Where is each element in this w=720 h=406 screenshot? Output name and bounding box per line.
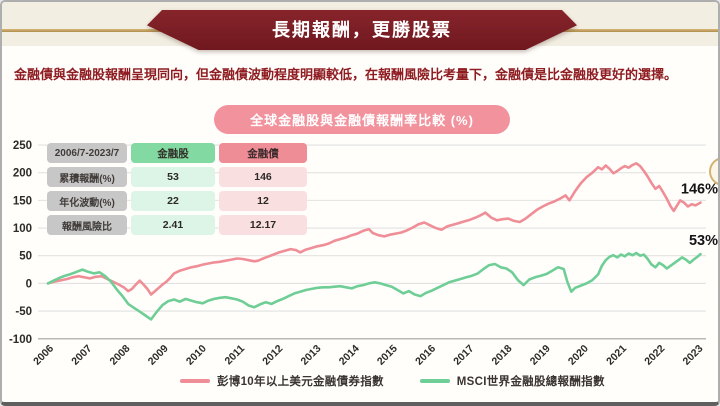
legend-label-bond: 彭博10年以上美元金融債券指數	[217, 376, 384, 388]
svg-text:2006: 2006	[31, 343, 56, 368]
svg-text:-50: -50	[15, 306, 32, 318]
svg-text:150: 150	[13, 195, 32, 207]
table-period-cell: 2006/7-2023/7	[47, 143, 127, 163]
table-value-stock: 2.41	[131, 215, 215, 235]
table-header-stock: 金融股	[131, 143, 215, 163]
legend-item-bond: 彭博10年以上美元金融債券指數	[180, 373, 384, 389]
svg-text:-100: -100	[9, 334, 32, 346]
svg-text:2010: 2010	[184, 343, 209, 368]
svg-text:0: 0	[26, 278, 32, 290]
comparison-table: 2006/7-2023/7 金融股 金融債 累積報酬(%) 53 146 年化波…	[47, 143, 307, 235]
svg-text:2007: 2007	[69, 343, 94, 368]
svg-text:50: 50	[19, 251, 32, 263]
svg-text:2018: 2018	[490, 343, 515, 368]
svg-text:2022: 2022	[642, 343, 667, 368]
svg-text:2021: 2021	[604, 343, 629, 368]
table-header-bond: 金融債	[219, 143, 307, 163]
table-value-bond: 12.17	[219, 215, 307, 235]
svg-text:200: 200	[13, 168, 32, 180]
subtitle-text: 金融債與金融股報酬呈現同向，但金融債波動程度明顯較低，在報酬風險比考量下，金融債…	[14, 67, 678, 82]
svg-text:100: 100	[13, 223, 32, 235]
banner-ribbon: 長期報酬，更勝股票	[147, 10, 577, 50]
svg-text:2019: 2019	[528, 343, 553, 368]
svg-text:2016: 2016	[413, 343, 438, 368]
svg-text:2013: 2013	[299, 343, 324, 368]
banner-ribbon-wrap: 長期報酬，更勝股票	[2, 2, 718, 62]
table-value-stock: 53	[131, 167, 215, 187]
svg-text:53%: 53%	[689, 233, 718, 249]
svg-text:2020: 2020	[566, 343, 591, 368]
stock-line-swatch-icon	[419, 379, 450, 383]
table-row-label: 年化波動(%)	[47, 191, 127, 211]
svg-text:250: 250	[13, 140, 32, 152]
table-row-label: 報酬風險比	[47, 215, 127, 235]
legend-label-stock: MSCI世界金融股總報酬指數	[456, 376, 605, 388]
svg-text:2011: 2011	[223, 343, 248, 368]
table-value-bond: 146	[219, 167, 307, 187]
svg-text:2008: 2008	[108, 343, 133, 368]
svg-text:2023: 2023	[681, 343, 706, 368]
bond-line-swatch-icon	[180, 379, 210, 383]
svg-text:2012: 2012	[260, 343, 285, 368]
svg-text:2017: 2017	[451, 343, 476, 368]
table-value-bond: 12	[219, 191, 307, 211]
chart-legend: 彭博10年以上美元金融債券指數 MSCI世界金融股總報酬指數	[180, 373, 605, 389]
banner-title: 長期報酬，更勝股票	[272, 20, 452, 40]
table-row-label: 累積報酬(%)	[47, 167, 127, 187]
svg-text:2009: 2009	[146, 343, 171, 368]
svg-text:2014: 2014	[337, 343, 362, 368]
chart-title-badge: 全球金融股與金融債報酬率比較 (%)	[214, 105, 510, 134]
svg-text:2015: 2015	[375, 343, 400, 368]
legend-item-stock: MSCI世界金融股總報酬指數	[419, 373, 605, 389]
svg-text:146%: 146%	[681, 182, 718, 198]
table-value-stock: 22	[131, 191, 215, 211]
